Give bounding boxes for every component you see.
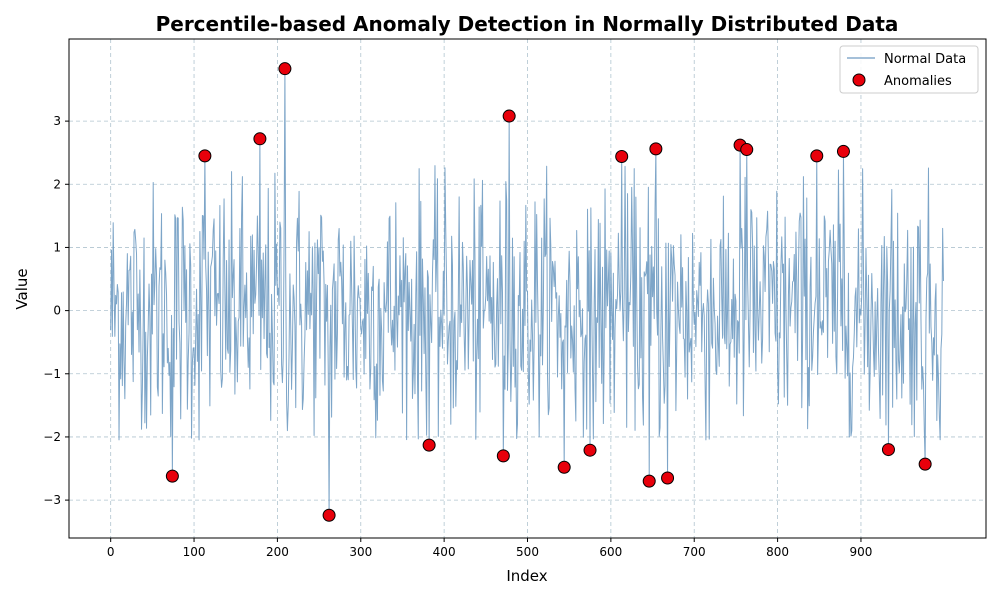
x-tick-label: 900 [850,545,873,559]
x-tick-label: 700 [683,545,706,559]
anomaly-point [165,469,179,483]
y-tick-label: −3 [43,493,61,507]
anomaly-point [661,471,675,485]
chart-title: Percentile-based Anomaly Detection in No… [156,12,899,36]
anomaly-point [198,149,212,163]
anomaly-point [557,460,571,474]
axis-ticks: 0 100 200 300 400 500 600 700 800 900 −3 −2 −1 0 1 2 3 [43,114,872,559]
anomaly-point [918,457,932,471]
normal-data-series [110,68,944,516]
y-tick-label: −2 [43,430,61,444]
x-tick-label: 200 [266,545,289,559]
x-tick-label: 300 [349,545,372,559]
anomalies-series [165,62,932,522]
anomaly-point [881,443,895,457]
legend-anomalies-swatch [852,73,866,87]
anomaly-point [502,109,516,123]
anomaly-point [422,438,436,452]
y-axis-label: Value [13,268,31,309]
x-tick-label: 800 [766,545,789,559]
anomaly-point [278,62,292,76]
anomaly-point [649,142,663,156]
x-axis-label: Index [506,567,547,585]
anomaly-point [322,508,336,522]
x-tick-label: 400 [433,545,456,559]
y-tick-label: 3 [53,114,61,128]
anomaly-point [615,149,629,163]
anomaly-point [583,443,597,457]
legend-normal-data-label: Normal Data [884,52,966,67]
legend: Normal Data Anomalies [839,45,979,94]
x-tick-label: 500 [516,545,539,559]
anomaly-point [496,449,510,463]
y-tick-label: 1 [53,240,61,254]
anomaly-point [740,143,754,157]
x-tick-label: 600 [599,545,622,559]
legend-anomalies-label: Anomalies [884,74,952,89]
anomaly-point [810,149,824,163]
anomaly-point [253,132,267,146]
x-tick-label: 100 [183,545,206,559]
anomaly-point [642,474,656,488]
y-tick-label: 0 [53,304,61,318]
y-tick-label: 2 [53,177,61,191]
x-tick-label: 0 [107,545,115,559]
normal-data-line [110,68,944,516]
anomaly-point [836,144,850,158]
y-tick-label: −1 [43,367,61,381]
